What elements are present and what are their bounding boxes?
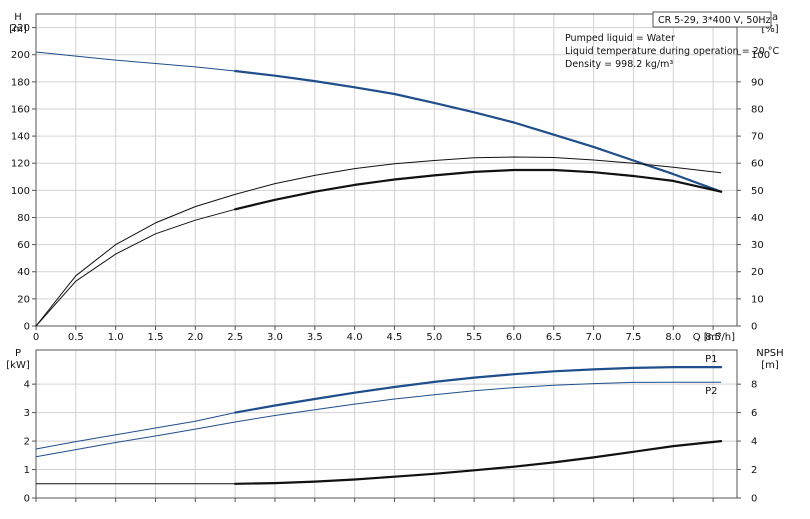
y-left-tick-label: 220	[11, 23, 30, 34]
x-tick-label: 3.5	[307, 332, 323, 343]
y-right-tick-label: 70	[751, 132, 764, 143]
y-left-tick-label: 3	[24, 408, 30, 419]
series-line	[35, 381, 722, 458]
x-tick-label: 3.0	[267, 332, 283, 343]
y-left-tick-label: 0	[24, 322, 30, 333]
y-left-tick-label: 4	[24, 380, 30, 391]
x-tick-label: 4.0	[347, 332, 363, 343]
plot-frame	[35, 349, 738, 499]
y-right-tick-label: 2	[751, 465, 757, 476]
y-left-axis-unit: [m]	[9, 24, 27, 35]
series-label: P1	[705, 354, 717, 365]
x-tick-label: 8.0	[665, 332, 681, 343]
y-left-axis-title: P	[15, 348, 21, 359]
y-left-tick-label: 20	[17, 294, 30, 305]
info-box	[652, 11, 772, 28]
text-layer: 0204060801001201401601802002200102030405…	[6, 11, 784, 505]
y-right-tick-label: 30	[751, 240, 764, 251]
x-tick-label: 0.5	[68, 332, 84, 343]
y-right-tick-label: 90	[751, 77, 764, 88]
series-label: P2	[705, 386, 717, 397]
y-right-axis-title: NPSH	[756, 348, 783, 359]
y-left-tick-label: 80	[17, 213, 30, 224]
y-left-tick-label: 0	[24, 494, 30, 505]
series-line-bold-segment	[234, 440, 723, 485]
y-right-tick-label: 40	[751, 213, 764, 224]
x-tick-label: 2.0	[187, 332, 203, 343]
plot-frame	[35, 13, 738, 327]
x-tick-label: 6.0	[506, 332, 522, 343]
y-left-tick-label: 40	[17, 267, 30, 278]
x-tick-label: 7.0	[586, 332, 602, 343]
y-left-tick-label: 2	[24, 437, 30, 448]
x-tick-label: 6.5	[546, 332, 562, 343]
series-line	[35, 156, 722, 327]
y-right-axis-unit: [%]	[761, 24, 778, 35]
y-right-axis-unit: [m]	[761, 360, 779, 371]
y-left-tick-label: 120	[11, 159, 30, 170]
y-left-tick-label: 100	[11, 186, 30, 197]
y-right-tick-label: 0	[751, 494, 757, 505]
y-left-axis-unit: [kW]	[6, 360, 30, 371]
info-line: Liquid temperature during operation = 20…	[565, 46, 780, 57]
y-right-tick-label: 6	[751, 408, 757, 419]
y-right-tick-label: 4	[751, 437, 757, 448]
x-tick-label: 7.5	[625, 332, 641, 343]
series-line-bold-segment	[234, 69, 723, 193]
y-right-tick-label: 60	[751, 159, 764, 170]
y-left-tick-label: 200	[11, 50, 30, 61]
x-tick-label: 8.5	[705, 332, 721, 343]
info-box-text: CR 5-29, 3*400 V, 50Hz	[658, 15, 771, 26]
grid-layer	[32, 13, 741, 502]
y-right-tick-label: 8	[751, 380, 757, 391]
y-left-tick-label: 160	[11, 104, 30, 115]
x-tick-label: 0	[33, 332, 39, 343]
series-line-bold-segment	[234, 168, 723, 211]
y-right-tick-label: 50	[751, 186, 764, 197]
x-tick-label: 5.0	[426, 332, 442, 343]
x-tick-label: 4.5	[387, 332, 403, 343]
y-right-tick-label: 10	[751, 294, 764, 305]
x-tick-label: 5.5	[466, 332, 482, 343]
y-left-tick-label: 140	[11, 132, 30, 143]
y-right-tick-label: 20	[751, 267, 764, 278]
series-layer	[35, 51, 723, 485]
y-left-tick-label: 1	[24, 465, 30, 476]
y-left-tick-label: 60	[17, 240, 30, 251]
x-tick-label: 2.5	[227, 332, 243, 343]
y-right-tick-label: 80	[751, 104, 764, 115]
y-left-tick-label: 180	[11, 77, 30, 88]
y-right-tick-label: 0	[751, 322, 757, 333]
x-tick-label: 1.0	[108, 332, 124, 343]
x-axis-title: Q [m³/h]	[693, 332, 735, 343]
x-tick-label: 1.5	[148, 332, 164, 343]
info-line: Pumped liquid = Water	[565, 33, 675, 44]
y-left-axis-title: H	[14, 12, 22, 23]
y-right-tick-label: 100	[751, 50, 770, 61]
series-line-bold-segment	[234, 366, 723, 414]
info-line: Density = 998.2 kg/m³	[565, 59, 673, 70]
